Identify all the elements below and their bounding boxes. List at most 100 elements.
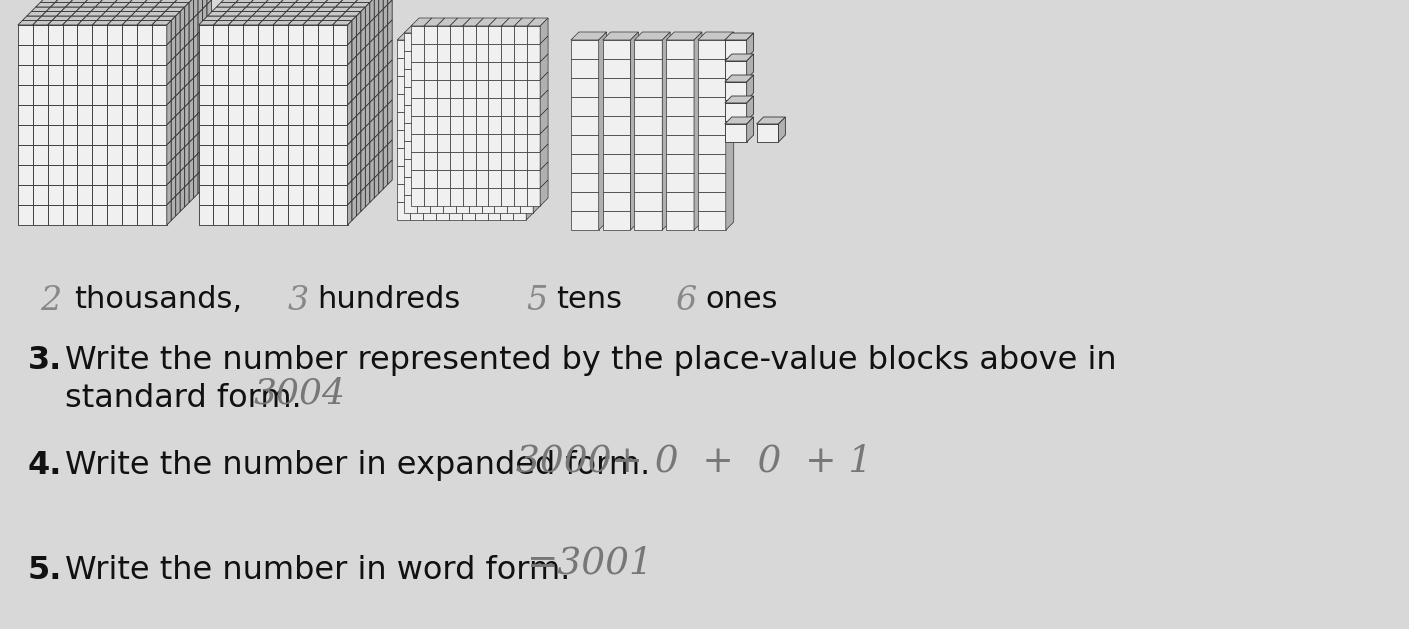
Bar [430, 51, 442, 69]
Polygon shape [383, 0, 387, 9]
Polygon shape [306, 3, 325, 7]
Polygon shape [352, 16, 356, 40]
Polygon shape [383, 25, 387, 49]
Bar [513, 40, 526, 58]
Bar [287, 45, 303, 65]
Bar [482, 195, 495, 213]
Polygon shape [203, 45, 207, 69]
Polygon shape [387, 60, 392, 84]
Bar [527, 44, 540, 62]
Bar [397, 202, 410, 220]
Bar [489, 98, 502, 116]
Bar [482, 69, 495, 87]
Polygon shape [369, 38, 375, 62]
Polygon shape [207, 11, 227, 16]
Polygon shape [533, 43, 541, 69]
Bar [333, 145, 348, 165]
Polygon shape [361, 147, 365, 172]
Bar [724, 103, 747, 121]
Polygon shape [778, 117, 785, 142]
Bar [502, 98, 514, 116]
Bar [77, 25, 93, 45]
Polygon shape [361, 107, 365, 131]
Bar [317, 205, 333, 225]
Bar [462, 148, 475, 166]
Bar [666, 211, 695, 230]
Polygon shape [207, 0, 211, 4]
Bar [442, 141, 455, 159]
Bar [495, 177, 507, 195]
Bar [462, 26, 476, 44]
Polygon shape [724, 117, 754, 124]
Bar [152, 125, 166, 145]
Bar [423, 58, 435, 76]
Polygon shape [199, 169, 203, 194]
Bar [199, 125, 214, 145]
Polygon shape [356, 72, 361, 96]
Polygon shape [352, 96, 356, 121]
Polygon shape [335, 3, 355, 7]
Text: 4.: 4. [28, 450, 62, 481]
Polygon shape [77, 21, 97, 25]
Bar [603, 192, 630, 211]
Polygon shape [111, 16, 131, 21]
Text: Write the number in expanded form.: Write the number in expanded form. [65, 450, 650, 481]
Bar [137, 105, 152, 125]
Polygon shape [199, 21, 218, 25]
Polygon shape [248, 16, 268, 21]
Bar [93, 85, 107, 105]
Polygon shape [176, 172, 180, 196]
Polygon shape [540, 144, 548, 170]
Polygon shape [387, 80, 392, 104]
Bar [214, 185, 228, 205]
Bar [435, 184, 449, 202]
Bar [507, 105, 520, 123]
Bar [455, 105, 469, 123]
Bar [417, 123, 430, 141]
Bar [527, 62, 540, 80]
Polygon shape [193, 174, 199, 198]
Polygon shape [145, 0, 163, 3]
Bar [435, 40, 449, 58]
Bar [482, 87, 495, 105]
Bar [488, 130, 500, 148]
Bar [77, 165, 93, 185]
Polygon shape [356, 191, 361, 216]
Polygon shape [286, 7, 306, 11]
Polygon shape [141, 16, 161, 21]
Polygon shape [369, 78, 375, 103]
Bar [333, 105, 348, 125]
Bar [437, 44, 449, 62]
Polygon shape [435, 32, 457, 40]
Bar [123, 185, 137, 205]
Bar [449, 166, 462, 184]
Polygon shape [383, 84, 387, 109]
Bar [430, 105, 442, 123]
Polygon shape [375, 133, 379, 158]
Polygon shape [189, 158, 193, 182]
Bar [435, 94, 449, 112]
Bar [32, 185, 48, 205]
Polygon shape [379, 109, 383, 133]
Polygon shape [348, 101, 352, 125]
Polygon shape [217, 3, 235, 7]
Polygon shape [231, 3, 251, 7]
Bar [258, 45, 273, 65]
Bar [417, 195, 430, 213]
Bar [634, 59, 662, 78]
Bar [603, 40, 630, 59]
Bar [77, 105, 93, 125]
Polygon shape [757, 117, 785, 124]
Bar [303, 125, 317, 145]
Bar [123, 205, 137, 225]
Polygon shape [189, 138, 193, 162]
Bar [152, 105, 166, 125]
Polygon shape [455, 25, 476, 33]
Polygon shape [193, 94, 199, 118]
Polygon shape [356, 152, 361, 176]
Bar [404, 195, 417, 213]
Polygon shape [526, 50, 534, 76]
Bar [666, 173, 695, 192]
Bar [520, 33, 533, 51]
Bar [18, 45, 32, 65]
